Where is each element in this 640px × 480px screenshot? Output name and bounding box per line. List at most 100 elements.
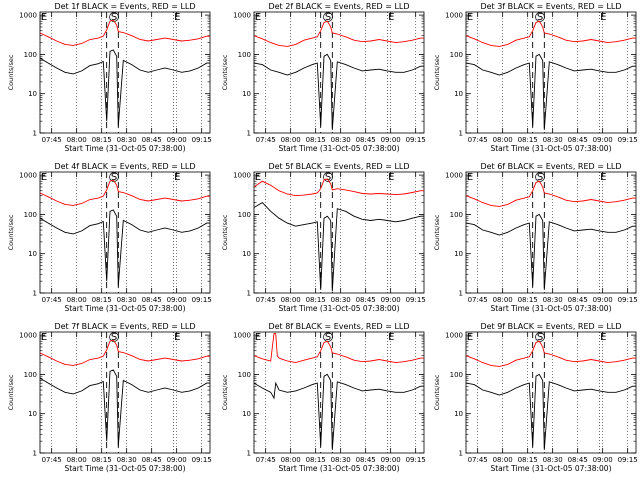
xtick-label-2: 08:15 (518, 296, 538, 304)
xtick-label-4: 08:45 (142, 456, 162, 464)
ytick-label-3: 1000 (445, 332, 463, 340)
xtick-label-5: 09:00 (167, 296, 187, 304)
xtick-label-1: 08:00 (67, 136, 87, 144)
x-axis-label: Start Time (31-Oct-05 07:38:00) (278, 144, 399, 153)
ytick-label-2: 100 (238, 211, 251, 219)
ytick-label-0: 1 (459, 130, 463, 138)
xtick-label-6: 09:15 (406, 456, 426, 464)
ytick-label-1: 10 (454, 410, 463, 418)
xtick-label-4: 08:45 (356, 456, 376, 464)
xtick-label-6: 09:15 (192, 456, 212, 464)
ytick-label-1: 10 (454, 250, 463, 258)
xtick-label-0: 07:45 (468, 136, 488, 144)
ytick-label-3: 1000 (233, 12, 251, 20)
ytick-label-1: 10 (28, 410, 37, 418)
ytick-label-2: 100 (24, 211, 37, 219)
xtick-label-2: 08:15 (518, 136, 538, 144)
series-events-line (39, 209, 210, 287)
xtick-label-0: 07:45 (256, 136, 276, 144)
xtick-label-5: 09:00 (381, 456, 401, 464)
series-lld-line (39, 19, 210, 46)
ytick-label-1: 10 (242, 250, 251, 258)
series-events-line (253, 53, 424, 130)
xtick-label-5: 09:00 (381, 296, 401, 304)
marker-2: E (600, 12, 606, 23)
panel-title: Det 7f BLACK = Events, RED = LLD (54, 322, 195, 331)
xtick-label-4: 08:45 (142, 136, 162, 144)
y-axis-label: Counts/sec (221, 214, 229, 250)
xtick-label-6: 09:15 (192, 136, 212, 144)
x-axis-label: Start Time (31-Oct-05 07:38:00) (64, 304, 185, 313)
ytick-label-0: 1 (459, 290, 463, 298)
marker-2: E (174, 12, 180, 23)
ytick-label-1: 10 (28, 250, 37, 258)
y-axis-label: Counts/sec (433, 374, 441, 410)
series-events-line (253, 373, 424, 450)
xtick-label-6: 09:15 (618, 456, 638, 464)
ytick-label-2: 100 (450, 371, 463, 379)
series-lld-line (253, 20, 424, 47)
panel-title: Det 1f BLACK = Events, RED = LLD (54, 2, 195, 11)
series-events-line (465, 213, 636, 290)
series-lld-line (39, 339, 210, 366)
xtick-label-5: 09:00 (167, 456, 187, 464)
ytick-label-0: 1 (33, 450, 37, 458)
marker-2: E (600, 172, 606, 183)
series-events-line (39, 49, 210, 127)
ytick-label-3: 1000 (445, 172, 463, 180)
xtick-label-0: 07:45 (42, 136, 62, 144)
xtick-label-1: 08:00 (67, 456, 87, 464)
xtick-label-6: 09:15 (618, 136, 638, 144)
xtick-label-5: 09:00 (593, 136, 613, 144)
xtick-label-3: 08:30 (543, 296, 563, 304)
xtick-label-2: 08:15 (92, 456, 112, 464)
marker-1: S (325, 332, 331, 343)
xtick-label-0: 07:45 (468, 456, 488, 464)
xtick-label-2: 08:15 (92, 296, 112, 304)
xtick-label-0: 07:45 (256, 296, 276, 304)
marker-0: E (255, 332, 261, 343)
ytick-label-0: 1 (459, 450, 463, 458)
marker-1: S (537, 12, 543, 23)
xtick-label-4: 08:45 (568, 456, 588, 464)
xtick-label-2: 08:15 (306, 456, 326, 464)
xtick-label-3: 08:30 (331, 136, 351, 144)
xtick-label-2: 08:15 (306, 136, 326, 144)
marker-2: E (388, 172, 394, 183)
xtick-label-2: 08:15 (518, 456, 538, 464)
y-axis-label: Counts/sec (7, 214, 15, 250)
marker-0: E (41, 12, 47, 23)
marker-2: E (600, 332, 606, 343)
x-axis-label: Start Time (31-Oct-05 07:38:00) (64, 144, 185, 153)
x-axis-label: Start Time (31-Oct-05 07:38:00) (278, 304, 399, 313)
xtick-label-1: 08:00 (281, 456, 301, 464)
panel-title: Det 5f BLACK = Events, RED = LLD (268, 162, 409, 171)
marker-1: S (111, 332, 117, 343)
marker-1: S (325, 172, 331, 183)
xtick-label-2: 08:15 (306, 296, 326, 304)
ytick-label-2: 100 (24, 371, 37, 379)
marker-1: S (325, 12, 331, 23)
series-lld-line (465, 180, 636, 207)
xtick-label-0: 07:45 (42, 456, 62, 464)
xtick-label-4: 08:45 (568, 136, 588, 144)
xtick-label-3: 08:30 (331, 456, 351, 464)
xtick-label-5: 09:00 (593, 296, 613, 304)
panel-title: Det 9f BLACK = Events, RED = LLD (480, 322, 621, 331)
panel-title: Det 3f BLACK = Events, RED = LLD (480, 2, 621, 11)
ytick-label-1: 10 (242, 90, 251, 98)
plot-frame (253, 171, 425, 294)
xtick-label-2: 08:15 (92, 136, 112, 144)
ytick-label-2: 100 (450, 211, 463, 219)
marker-0: E (41, 332, 47, 343)
ytick-label-2: 100 (450, 51, 463, 59)
xtick-label-4: 08:45 (356, 296, 376, 304)
